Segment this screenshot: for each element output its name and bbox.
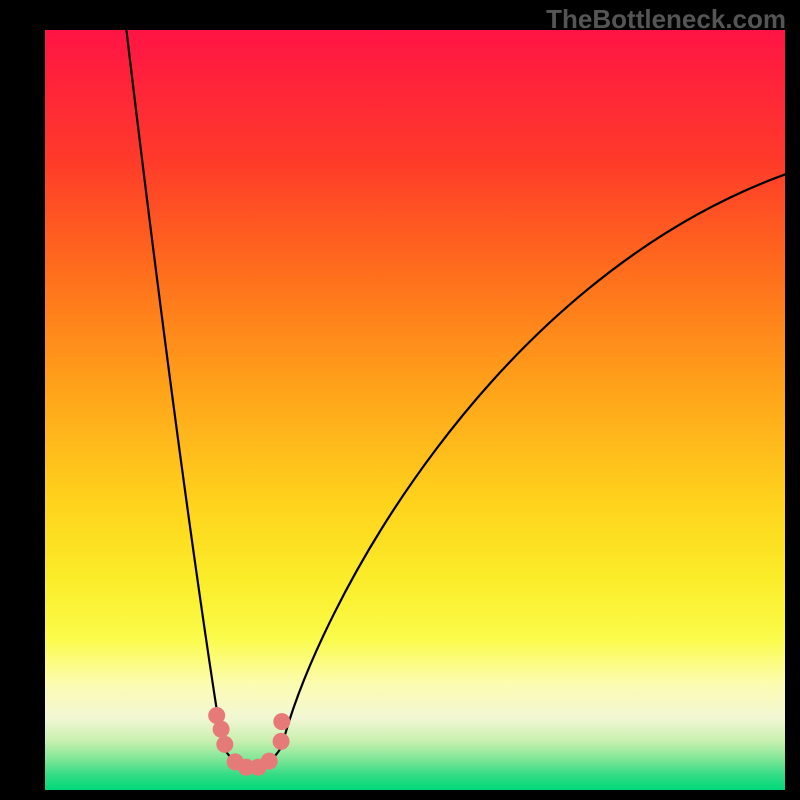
- plot-svg: [45, 30, 785, 790]
- watermark-text: TheBottleneck.com: [546, 4, 786, 35]
- valley-marker: [273, 713, 290, 730]
- plot-area: [45, 30, 785, 790]
- plot-background: [45, 30, 785, 790]
- valley-marker: [261, 753, 278, 770]
- valley-marker: [273, 733, 290, 750]
- valley-marker: [213, 721, 230, 738]
- valley-marker: [216, 736, 233, 753]
